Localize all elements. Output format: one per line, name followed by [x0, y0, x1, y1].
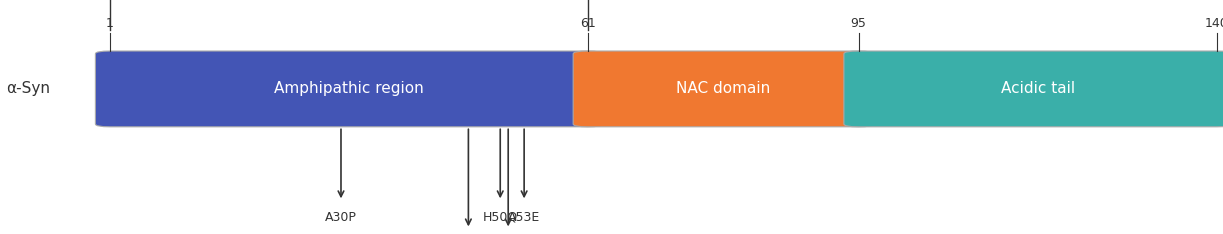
Text: Amphipathic region: Amphipathic region: [274, 81, 424, 96]
Text: Acidic tail: Acidic tail: [1000, 81, 1075, 96]
Text: 95: 95: [851, 17, 867, 30]
FancyBboxPatch shape: [844, 51, 1223, 127]
Text: A53E: A53E: [508, 211, 541, 224]
FancyBboxPatch shape: [574, 51, 873, 127]
Text: NAC domain: NAC domain: [676, 81, 770, 96]
Text: H50Q: H50Q: [483, 211, 517, 224]
FancyBboxPatch shape: [95, 51, 603, 127]
Text: α-Syn: α-Syn: [6, 81, 50, 96]
Text: 1: 1: [106, 17, 114, 30]
Text: 61: 61: [580, 17, 596, 30]
Text: A30P: A30P: [325, 211, 357, 224]
Text: 140: 140: [1205, 17, 1223, 30]
